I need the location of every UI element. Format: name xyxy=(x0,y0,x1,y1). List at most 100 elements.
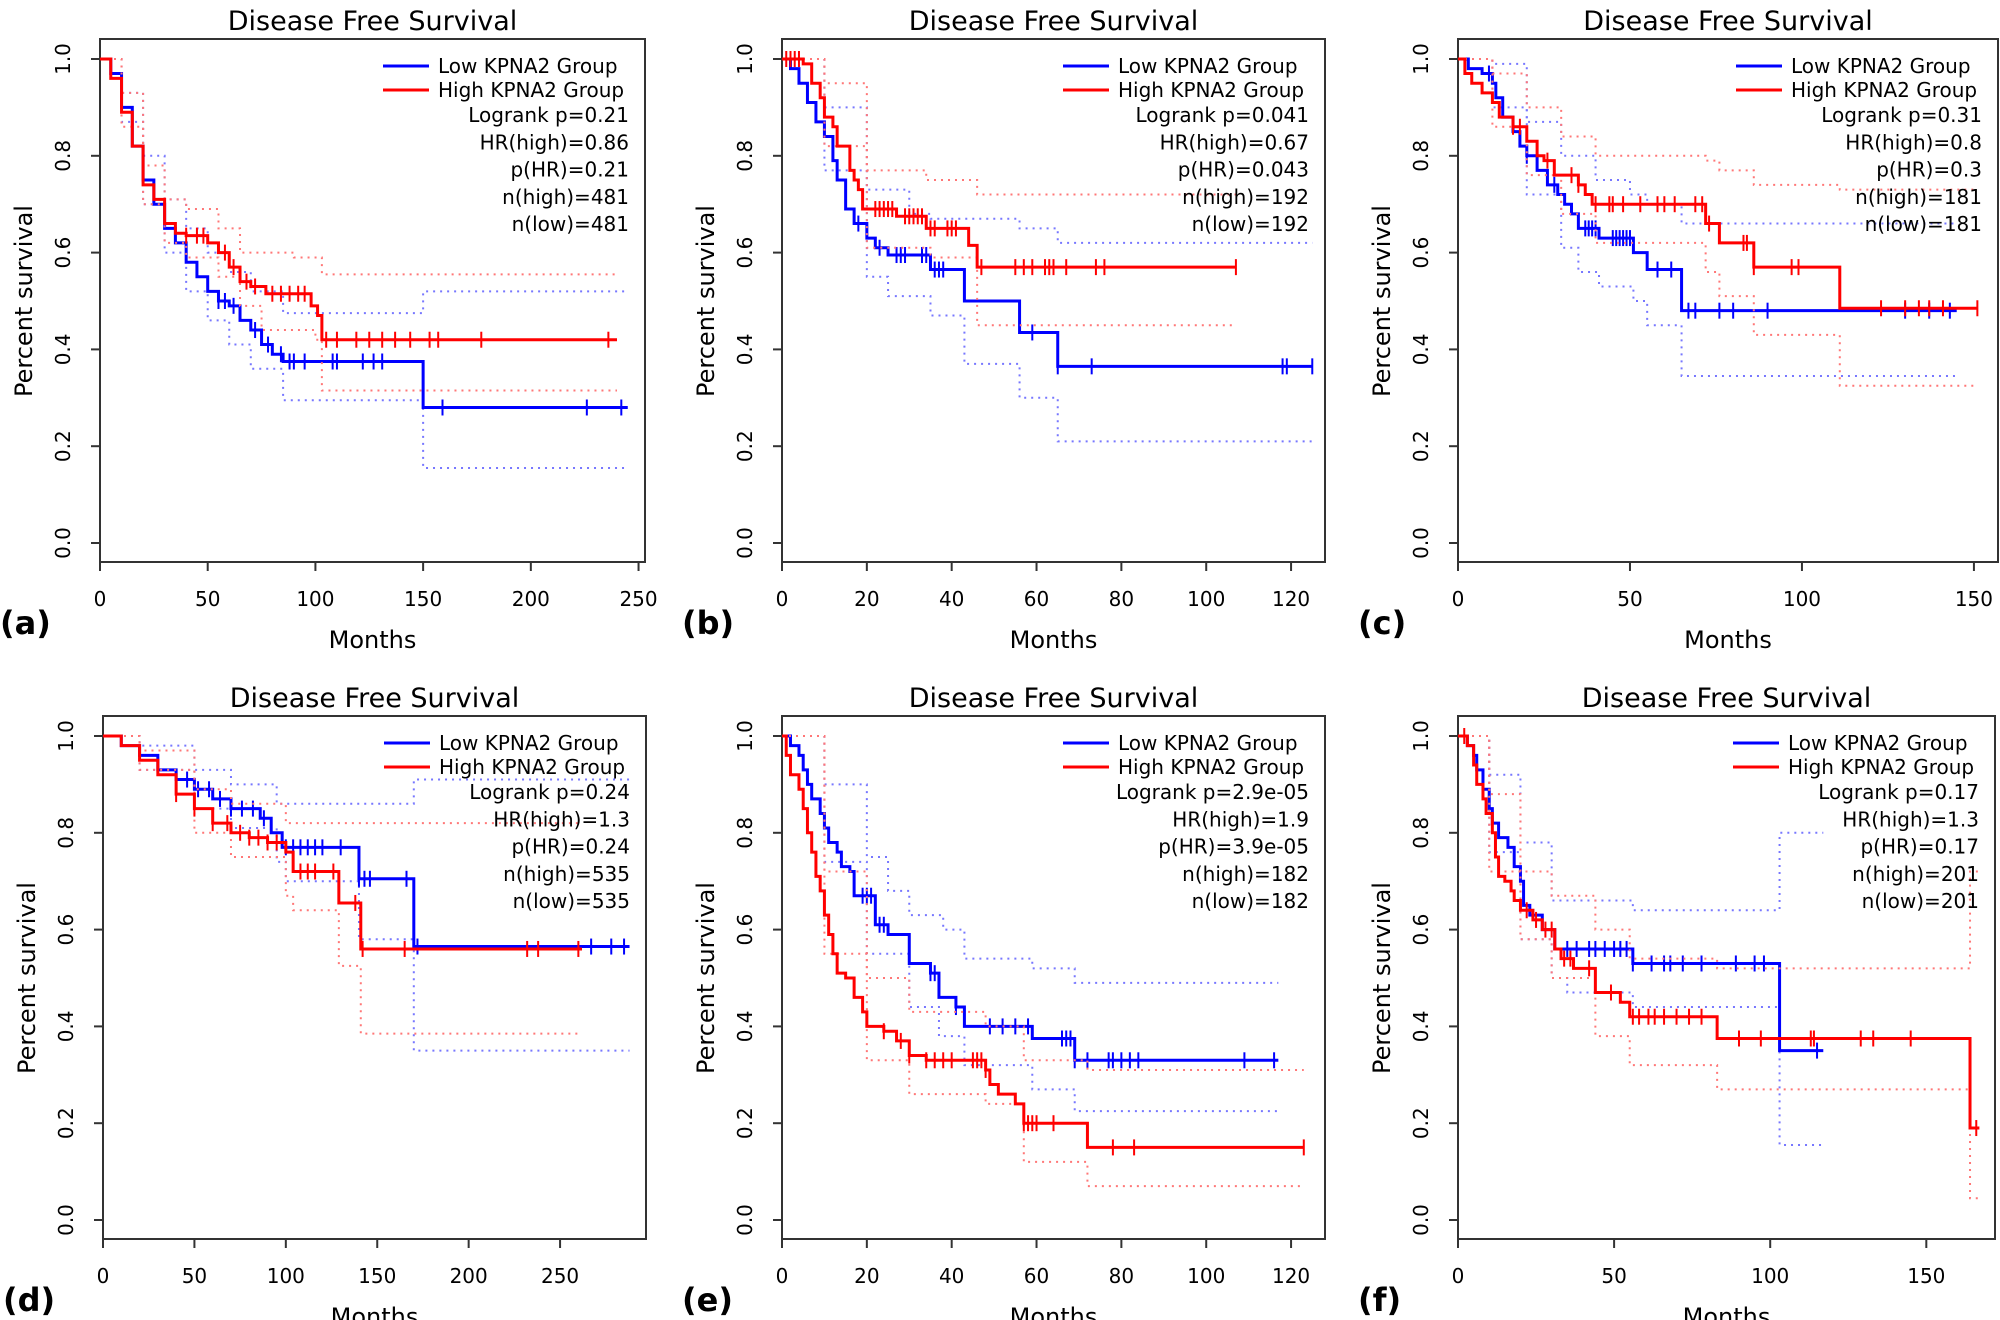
legend-label: High KPNA2 Group xyxy=(1791,78,1977,102)
survival-curve xyxy=(782,734,1304,1149)
ci-upper-line xyxy=(782,735,1279,984)
stat-text: Logrank p=0.041 xyxy=(1135,103,1309,127)
stat-text: Logrank p=0.21 xyxy=(468,103,629,127)
stat-text: p(HR)=0.043 xyxy=(1178,158,1309,182)
ci-upper-line xyxy=(100,58,617,276)
y-tick-label: 0.4 xyxy=(1409,333,1433,365)
survival-curve xyxy=(1458,57,1957,313)
y-tick-label: 0.4 xyxy=(51,333,75,365)
x-axis-label: Months xyxy=(1683,1303,1771,1320)
x-tick-label: 150 xyxy=(1907,1264,1945,1288)
y-tick-label: 0.2 xyxy=(51,430,75,462)
x-axis-label: Months xyxy=(1684,626,1772,654)
y-tick-label: 0.0 xyxy=(733,527,757,559)
survival-panel: Disease Free Survival 0 50 100 150 0.0 0.2 0.4 0… xyxy=(1358,683,1996,1320)
panel-label: (b) xyxy=(682,604,734,642)
survival-panel: Disease Free Survival 0 50 100 150 200 250 0.0 0… xyxy=(0,6,658,654)
ci-lower-line xyxy=(1458,735,1980,1200)
legend-label: Low KPNA2 Group xyxy=(439,731,619,755)
y-tick-label: 0.4 xyxy=(733,333,757,365)
y-tick-label: 1.0 xyxy=(733,43,757,75)
x-tick-label: 40 xyxy=(939,587,964,611)
chart-title: Disease Free Survival xyxy=(909,683,1199,714)
x-axis-label: Months xyxy=(1010,626,1098,654)
x-axis-label: Months xyxy=(329,626,417,654)
y-axis-label: Percent survival xyxy=(1368,205,1396,397)
survival-curve xyxy=(782,57,1236,269)
y-axis-label: Percent survival xyxy=(1368,882,1396,1074)
x-tick-label: 0 xyxy=(776,1264,789,1288)
stat-text: p(HR)=0.21 xyxy=(510,158,629,182)
chart-title: Disease Free Survival xyxy=(230,683,520,714)
stat-text: HR(high)=0.8 xyxy=(1845,130,1982,154)
x-tick-label: 60 xyxy=(1024,587,1049,611)
stat-text: n(low)=535 xyxy=(513,889,630,913)
legend-label: High KPNA2 Group xyxy=(438,78,624,102)
x-tick-label: 200 xyxy=(450,1264,488,1288)
y-tick-label: 0.6 xyxy=(51,237,75,269)
stat-text: n(low)=182 xyxy=(1192,889,1309,913)
x-axis-label: Months xyxy=(1010,1303,1098,1320)
stat-text: n(high)=181 xyxy=(1855,185,1982,209)
ci-upper-line xyxy=(1458,735,1980,970)
plot-frame xyxy=(1457,715,1996,1240)
stat-text: p(HR)=0.17 xyxy=(1860,835,1979,859)
chart-title: Disease Free Survival xyxy=(1583,6,1873,37)
plot-frame xyxy=(102,715,647,1240)
survival-panel: Disease Free Survival 0 20 40 60 80 100 120 0.0 0… xyxy=(682,683,1326,1320)
ci-lower-line xyxy=(782,58,1313,443)
panel-label: (a) xyxy=(0,604,51,642)
x-tick-label: 100 xyxy=(267,1264,305,1288)
y-tick-label: 0.0 xyxy=(1409,1204,1433,1236)
x-tick-label: 100 xyxy=(296,587,334,611)
legend-label: Low KPNA2 Group xyxy=(438,54,618,78)
y-tick-label: 0.0 xyxy=(54,1204,78,1236)
legend-label: Low KPNA2 Group xyxy=(1788,731,1968,755)
plot-frame xyxy=(1457,38,1999,563)
x-tick-label: 20 xyxy=(854,587,879,611)
y-tick-label: 0.6 xyxy=(733,914,757,946)
x-tick-label: 0 xyxy=(1452,1264,1465,1288)
ci-lower-line xyxy=(1458,735,1824,1146)
y-tick-label: 0.6 xyxy=(733,237,757,269)
y-tick-label: 0.8 xyxy=(733,140,757,172)
y-tick-label: 1.0 xyxy=(51,43,75,75)
y-tick-label: 0.6 xyxy=(54,914,78,946)
x-tick-label: 0 xyxy=(94,587,107,611)
x-tick-label: 60 xyxy=(1024,1264,1049,1288)
x-tick-label: 0 xyxy=(1452,587,1465,611)
y-tick-label: 0.2 xyxy=(733,430,757,462)
stat-text: n(high)=535 xyxy=(503,862,630,886)
ci-lower-line xyxy=(1458,58,1957,378)
x-tick-label: 100 xyxy=(1187,587,1225,611)
x-tick-label: 40 xyxy=(939,1264,964,1288)
chart-title: Disease Free Survival xyxy=(228,6,518,37)
stat-text: p(HR)=3.9e-05 xyxy=(1158,835,1309,859)
survival-panel: Disease Free Survival 0 50 100 150 200 250 0.0 0… xyxy=(3,683,647,1320)
survival-curve xyxy=(782,57,1313,368)
x-tick-label: 150 xyxy=(1955,587,1993,611)
x-tick-label: 120 xyxy=(1272,587,1310,611)
stat-text: n(low)=192 xyxy=(1192,212,1309,236)
stat-text: n(low)=201 xyxy=(1862,889,1979,913)
x-axis-label: Months xyxy=(331,1303,419,1320)
y-tick-label: 0.2 xyxy=(1409,1107,1433,1139)
stat-text: HR(high)=1.3 xyxy=(1842,807,1979,831)
legend-label: Low KPNA2 Group xyxy=(1118,731,1298,755)
stat-text: n(high)=481 xyxy=(502,185,629,209)
legend-label: High KPNA2 Group xyxy=(1118,78,1304,102)
x-tick-label: 0 xyxy=(97,1264,110,1288)
stat-text: Logrank p=2.9e-05 xyxy=(1116,780,1309,804)
x-tick-label: 50 xyxy=(1601,1264,1626,1288)
stat-text: Logrank p=0.31 xyxy=(1821,103,1982,127)
ci-upper-line xyxy=(103,735,583,825)
y-tick-label: 0.8 xyxy=(54,817,78,849)
x-tick-label: 100 xyxy=(1187,1264,1225,1288)
stat-text: n(high)=192 xyxy=(1182,185,1309,209)
stat-text: n(high)=182 xyxy=(1182,862,1309,886)
survival-panel: Disease Free Survival 0 50 100 150 0.0 0.2 0.4 0… xyxy=(1358,6,1999,654)
y-tick-label: 0.0 xyxy=(733,1204,757,1236)
x-tick-label: 80 xyxy=(1109,1264,1134,1288)
legend-label: Low KPNA2 Group xyxy=(1118,54,1298,78)
